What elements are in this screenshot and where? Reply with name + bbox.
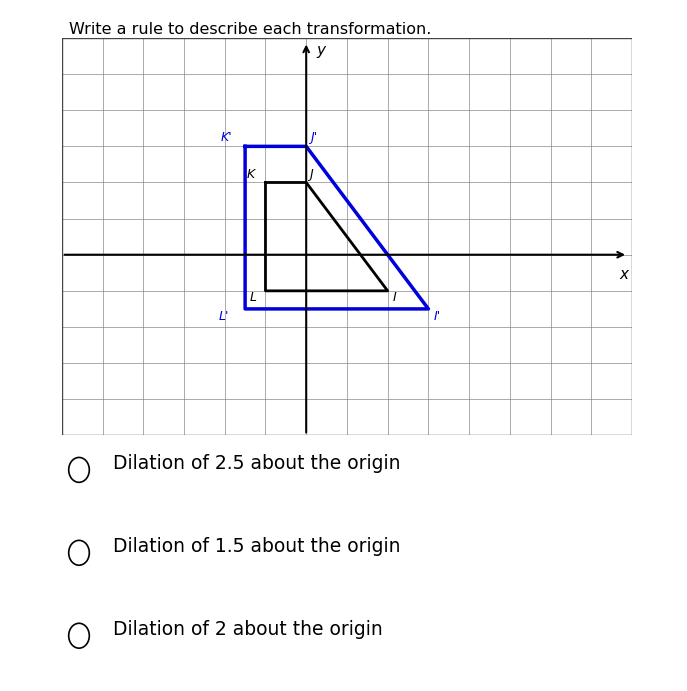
Text: x: x xyxy=(620,267,629,283)
Text: L: L xyxy=(249,291,256,304)
Text: Dilation of 2 about the origin: Dilation of 2 about the origin xyxy=(113,621,383,639)
Text: Dilation of 1.5 about the origin: Dilation of 1.5 about the origin xyxy=(113,538,401,556)
Text: K: K xyxy=(247,168,256,181)
Text: y: y xyxy=(317,44,326,59)
Text: L': L' xyxy=(218,310,229,323)
Text: K': K' xyxy=(221,131,232,144)
Text: I: I xyxy=(392,291,396,304)
Text: Write a rule to describe each transformation.: Write a rule to describe each transforma… xyxy=(69,22,431,37)
Text: Dilation of 2.5 about the origin: Dilation of 2.5 about the origin xyxy=(113,455,401,473)
Text: J': J' xyxy=(311,131,317,144)
Text: J: J xyxy=(309,168,313,181)
Text: I': I' xyxy=(433,310,440,323)
